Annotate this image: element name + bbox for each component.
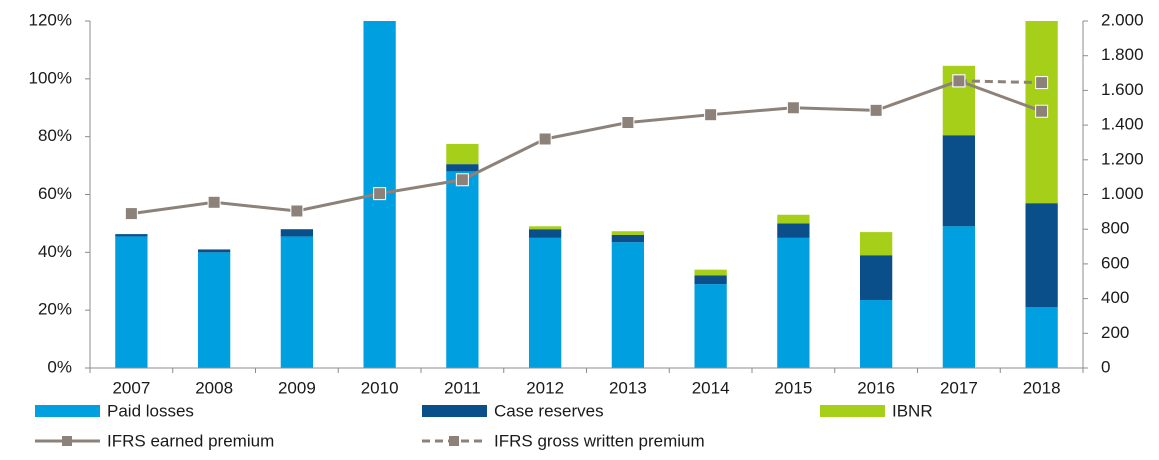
legend-label: IFRS earned premium: [107, 431, 274, 450]
legend-marker: [62, 436, 72, 446]
x-tick-label: 2016: [857, 378, 895, 397]
legend-label: Case reserves: [494, 401, 604, 420]
bar: [859, 255, 893, 301]
bar: [611, 242, 645, 368]
bar: [446, 143, 479, 165]
y-tick-label: 120%: [29, 10, 72, 29]
bar: [280, 236, 314, 368]
bar: [694, 284, 727, 368]
bar: [1025, 203, 1058, 308]
x-tick-label: 2008: [195, 378, 233, 397]
bar: [694, 269, 727, 276]
plot: [115, 21, 1058, 368]
marker: [290, 204, 304, 218]
legend-label: IBNR: [892, 401, 933, 420]
x-tick-label: 2018: [1023, 378, 1061, 397]
marker: [538, 132, 552, 146]
bar: [859, 232, 893, 256]
legend-swatch: [35, 405, 100, 417]
bar: [528, 229, 562, 238]
x-tick-label: 2007: [112, 378, 150, 397]
y2-tick-label: 1.600: [1101, 80, 1144, 99]
x-tick-label: 2010: [361, 378, 399, 397]
marker: [952, 74, 966, 88]
bar: [528, 226, 562, 230]
marker: [704, 108, 718, 122]
y2-tick-label: 1.400: [1101, 115, 1144, 134]
bar: [115, 236, 148, 368]
bar: [1025, 307, 1058, 368]
x-tick-label: 2014: [692, 378, 730, 397]
marker: [207, 195, 221, 209]
marker: [373, 187, 387, 201]
y2-tick-label: 1.800: [1101, 45, 1144, 64]
y2-tick-label: 0: [1101, 357, 1110, 376]
x-tick-label: 2011: [444, 378, 481, 397]
legend-label: Paid losses: [107, 401, 194, 420]
y2-tick-label: 2.000: [1101, 10, 1144, 29]
bar: [942, 226, 976, 368]
bar: [611, 231, 645, 235]
bar: [611, 234, 645, 243]
line: [131, 79, 1043, 216]
bar: [942, 135, 976, 227]
line: [958, 79, 1042, 85]
y2-tick-label: 400: [1101, 288, 1129, 307]
legend-label: IFRS gross written premium: [494, 431, 705, 450]
marker: [1035, 104, 1049, 118]
bar: [777, 237, 810, 368]
y-tick-label: 40%: [38, 242, 72, 261]
bar: [859, 300, 893, 368]
x-tick-label: 2009: [278, 378, 316, 397]
bar: [528, 237, 562, 368]
marker: [786, 101, 800, 115]
y-tick-label: 60%: [38, 184, 72, 203]
marker: [124, 207, 138, 221]
y2-tick-label: 1.200: [1101, 149, 1144, 168]
marker: [869, 103, 883, 117]
bar: [446, 164, 479, 172]
legend-swatch: [820, 405, 885, 417]
bar: [115, 234, 148, 237]
bar: [446, 171, 479, 368]
y-tick-label: 100%: [29, 68, 72, 87]
legend-marker: [449, 436, 459, 446]
bar: [197, 252, 231, 368]
y2-tick-label: 200: [1101, 323, 1129, 342]
bar: [280, 229, 314, 237]
marker: [1035, 76, 1049, 90]
x-tick-label: 2015: [774, 378, 812, 397]
y2-tick-label: 800: [1101, 219, 1129, 238]
bar: [694, 275, 727, 285]
y2-tick-label: 1.000: [1101, 184, 1144, 203]
y-tick-label: 80%: [38, 126, 72, 145]
marker: [455, 173, 469, 187]
x-tick-label: 2017: [940, 378, 978, 397]
bar: [777, 223, 810, 238]
y-tick-label: 0%: [47, 357, 72, 376]
x-tick-label: 2012: [526, 378, 564, 397]
y2-tick-label: 600: [1101, 253, 1129, 272]
x-tick-label: 2013: [609, 378, 647, 397]
bar: [197, 249, 231, 253]
legend-swatch: [422, 405, 487, 417]
y-tick-label: 20%: [38, 300, 72, 319]
marker: [621, 115, 635, 129]
bar: [777, 214, 810, 224]
